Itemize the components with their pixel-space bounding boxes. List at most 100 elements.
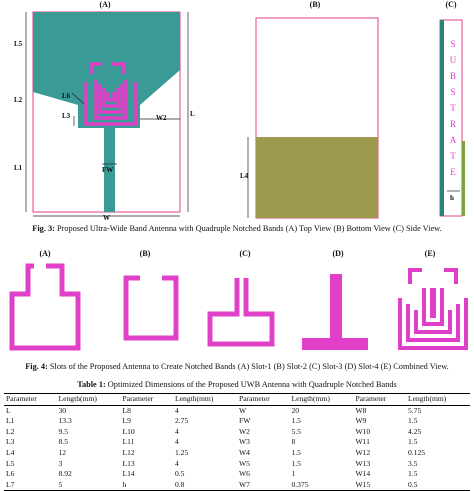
fig4-caption: Fig. 4: Slots of the Proposed Antenna to…	[0, 362, 474, 371]
table-row: L6 8.92 L14 0.5 W6 1 W14 1.5	[4, 469, 470, 480]
table-cell: L3	[6, 437, 15, 447]
table-cell: 5.5	[291, 426, 301, 436]
fig4-panel-a-label: (A)	[39, 249, 51, 258]
table-cell: W13	[355, 458, 371, 468]
table-row: L3 8.5 L11 4 W3 8 W11 1.5	[4, 437, 470, 448]
substrate-letter: B	[449, 71, 456, 81]
fig3-top-view	[25, 11, 465, 219]
slot-1	[9, 263, 81, 351]
slot-combined	[398, 268, 468, 350]
table-cell: 20	[291, 405, 300, 415]
fig3-panel-b-label: (B)	[309, 0, 321, 9]
table-cell: W9	[355, 416, 367, 426]
fig4-panel-b-label: (B)	[139, 249, 151, 258]
table-cell: 2.75	[174, 416, 189, 426]
table-cell: 8	[291, 437, 296, 447]
table-cell: 3.5	[407, 458, 418, 468]
table-cell: W11	[355, 437, 370, 447]
table-cell: L	[6, 405, 11, 415]
table-cell: 1.25	[174, 447, 189, 457]
header-cell: Length(mm)	[407, 394, 447, 403]
table-cell: 5	[58, 479, 63, 489]
substrate-letter: U	[449, 55, 457, 65]
substrate-letter: E	[450, 167, 456, 177]
table-cell: W4	[238, 447, 250, 457]
table-cell: 13.3	[58, 416, 72, 426]
table-cell: L13	[122, 458, 135, 468]
dim-h: h	[450, 194, 454, 202]
table-cell: 0.5	[174, 469, 185, 479]
table-cell: L6	[6, 469, 15, 479]
fig4-panel-e-label: (E)	[424, 249, 436, 258]
table-cell: 1.5	[291, 447, 301, 457]
table-cell: L11	[122, 437, 135, 447]
dim-l4: L4	[240, 172, 249, 180]
table-cell: 0.375	[291, 479, 309, 489]
table-cell: L10	[122, 426, 135, 436]
substrate-letter: T	[450, 103, 456, 113]
header-cell: Parameter	[355, 394, 387, 403]
patch-slots	[84, 62, 138, 126]
table-cell: 1.5	[407, 437, 418, 447]
substrate-letter: S	[450, 87, 456, 97]
header-cell: Length(mm)	[291, 394, 330, 403]
header-cell: Parameter	[6, 394, 37, 403]
table-cell: 0.5	[407, 479, 418, 489]
table-cell: 8.5	[58, 437, 69, 447]
table-cell: h	[122, 479, 127, 489]
table-cell: L14	[122, 469, 135, 479]
side-ground-layer	[462, 141, 465, 216]
fig4-panel-c-label: (C)	[239, 249, 251, 258]
table-cell: 4.25	[407, 426, 422, 436]
table-row: L2 9.5 L10 4 W2 5.5 W10 4.25	[4, 427, 470, 438]
table-cell: L5	[6, 458, 15, 468]
fig3-panel-c-label: (C)	[445, 0, 457, 9]
table-cell: W12	[355, 447, 371, 457]
table-caption: Table 1: Optimized Dimensions of the Pro…	[0, 380, 474, 389]
table-cell: 1.5	[291, 458, 301, 468]
table-cell: L2	[6, 426, 15, 436]
table-cell: 12	[58, 447, 67, 457]
table-cell: W7	[238, 479, 250, 489]
dimensions-table: Parameter Length(mm) Parameter Length(mm…	[4, 393, 470, 491]
fig4-slots	[9, 263, 468, 351]
fig3-panel-a-label: (A)	[99, 0, 111, 9]
dim-fw: FW	[102, 166, 114, 174]
table-cell: W15	[355, 479, 371, 489]
table-cell: L9	[122, 416, 131, 426]
table-cell: L7	[6, 479, 15, 489]
table-cell: 8.92	[58, 469, 72, 479]
table-cell: 1.5	[407, 416, 418, 426]
substrate-letter: T	[450, 151, 456, 161]
table-row: L 30 L8 4 W 20 W8 5.75	[4, 405, 470, 416]
feed-line	[104, 128, 115, 212]
fig4-caption-text: Slots of the Proposed Antenna to Create …	[47, 362, 449, 371]
fig3-caption-text: Proposed Ultra-Wide Band Antenna with Qu…	[54, 224, 442, 233]
table-cell: 4	[174, 426, 179, 436]
table-cell: 3	[58, 458, 63, 468]
slot-3	[207, 278, 275, 347]
ground-plane	[256, 137, 378, 218]
table-cell: W6	[238, 469, 250, 479]
radiating-patch	[33, 12, 180, 128]
table-cell: 9.5	[58, 426, 69, 436]
fig4-panel-d-label: (D)	[332, 249, 344, 258]
table-cell: 0.8	[174, 479, 185, 489]
table-cell: 1.5	[407, 469, 418, 479]
table-cell: W10	[355, 426, 371, 436]
table-cell: W2	[238, 426, 250, 436]
dim-l: L	[190, 110, 195, 118]
table-cell: L8	[122, 405, 131, 415]
table-cell: 0.125	[407, 447, 426, 457]
dim-l2: L2	[14, 96, 23, 104]
table-cell: 30	[58, 405, 67, 415]
substrate-letter: S	[450, 39, 456, 49]
table-cell: 1.5	[291, 416, 301, 426]
header-cell: Length(mm)	[174, 394, 214, 403]
table-cell: 4	[174, 437, 179, 447]
table-row: L1 13.3 L9 2.75 FW 1.5 W9 1.5	[4, 416, 470, 427]
table-cell: 1	[291, 469, 296, 479]
table-cell: L4	[6, 447, 15, 457]
header-cell: Length(mm)	[58, 394, 97, 403]
